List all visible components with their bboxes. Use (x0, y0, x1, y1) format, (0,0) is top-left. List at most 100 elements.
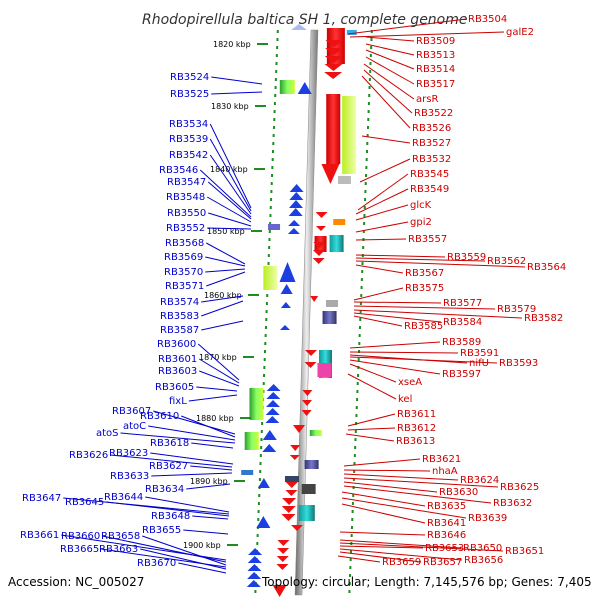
leader-line-right (355, 204, 409, 221)
gene-label-left: RB3605 (155, 382, 194, 393)
gene-label-left: RB3525 (170, 89, 209, 100)
gene-label-right: RB3579 (497, 304, 536, 315)
leader-line-right (349, 31, 505, 38)
guide-dot (364, 190, 367, 193)
gene-label-left: RB3539 (169, 134, 208, 145)
forward-gene-arrow (257, 478, 270, 488)
leader-line-right (355, 238, 407, 241)
guide-dot (257, 510, 260, 513)
gene-label-right: RB3656 (464, 555, 503, 566)
forward-gene-arrow (289, 192, 304, 200)
gene-label-right: RB3589 (442, 337, 481, 348)
leader-line-right (353, 309, 523, 319)
leader-line-right (347, 427, 396, 431)
kbp-tick-label: 1860 kbp (204, 291, 242, 300)
guide-dot (259, 462, 262, 465)
guide-dot (354, 438, 357, 441)
leader-line-right (339, 542, 504, 552)
guide-dot (272, 142, 275, 145)
reverse-gene-arrow (302, 400, 312, 406)
leader-line-right (365, 49, 415, 70)
gene-label-right: RB3613 (396, 436, 435, 447)
gene-label-left: RB3601 (158, 354, 197, 365)
guide-dot (360, 294, 363, 297)
leader-line-left (148, 425, 236, 441)
leader-line-right (339, 539, 462, 549)
leader-line-right (353, 287, 404, 301)
guide-dot (356, 382, 359, 385)
guide-dot (357, 358, 360, 361)
reverse-gene-arrow (282, 498, 297, 505)
gene-label-right: gpi2 (410, 217, 432, 228)
forward-gene-arrow (266, 392, 281, 399)
reverse-gene-arrow (281, 506, 296, 513)
gene-label-left: RB3661 (20, 530, 59, 541)
leader-line-left (150, 452, 234, 465)
leader-line-right (365, 36, 415, 42)
leader-line-right (355, 264, 404, 274)
leader-line-left (209, 138, 252, 212)
left-leader-lines (61, 76, 263, 574)
reverse-gene-arrow (277, 540, 290, 546)
reverse-gene-arrow (321, 164, 340, 184)
gene-label-right: RB3653 (425, 543, 464, 554)
guide-dot (257, 518, 260, 521)
guide-dot (263, 366, 266, 369)
leader-line-right (343, 469, 431, 472)
guide-dot (267, 254, 270, 257)
forward-gene-arrow (246, 580, 261, 587)
guide-dot (276, 30, 279, 33)
gene-label-right: galE2 (506, 27, 534, 38)
leader-line-left (205, 256, 246, 267)
gene-label-right: RB3517 (416, 79, 455, 90)
reverse-gene-arrow (285, 490, 298, 496)
guide-dot (276, 38, 279, 41)
guide-dot (349, 566, 352, 569)
guide-dot (260, 430, 263, 433)
reverse-gene-arrow (304, 362, 317, 368)
guide-dot (366, 142, 369, 145)
leader-line-left (196, 386, 238, 392)
gene-label-right: RB3522 (414, 108, 453, 119)
gene-label-right: RB3624 (460, 475, 499, 486)
leader-line-right (355, 221, 409, 233)
gene-label-left: atoS (96, 428, 119, 439)
genome-title: Rhodopirellula baltica SH 1, complete ge… (142, 12, 468, 28)
gene-label-right: RB3593 (499, 358, 538, 369)
gene-label-right: RB3657 (423, 557, 462, 568)
leader-line-left (206, 271, 246, 287)
leader-line-right (349, 356, 498, 364)
gene-label-left: RB3627 (149, 461, 188, 472)
gene-block (279, 80, 295, 94)
gene-label-right: RB3659 (382, 557, 421, 568)
guide-dot (350, 534, 353, 537)
forward-gene-arrow (280, 302, 291, 308)
gene-label-right: RB3513 (416, 50, 455, 61)
gene-label-left: RB3670 (137, 558, 176, 569)
kbp-ticks: 1820 kbp 1830 kbp 1840 kbp 1850 kbp 1860 kbp… (183, 40, 268, 550)
guide-dot (265, 302, 268, 305)
guide-dot (274, 94, 277, 97)
guide-dot (364, 182, 367, 185)
reverse-gene-arrow (289, 455, 300, 460)
guide-dot (268, 246, 271, 249)
leader-line-left (206, 242, 246, 265)
forward-gene-arrow (289, 200, 303, 208)
leader-line-left (153, 410, 236, 435)
guide-dot (365, 174, 368, 177)
leader-line-left (205, 268, 246, 273)
axis-top-marker (291, 24, 307, 30)
accession-text: Accession: NC_005027 (8, 575, 145, 589)
guide-dot (352, 478, 355, 481)
gene-label-right: RB3564 (527, 262, 566, 273)
guide-dot (256, 542, 259, 545)
gene-label-right: RB3650 (463, 543, 502, 554)
guide-dot (269, 206, 272, 209)
guide-dot (270, 190, 273, 193)
guide-dot (264, 334, 267, 337)
leader-line-left (190, 465, 233, 471)
gene-label-left: RB3634 (145, 484, 184, 495)
guide-dot (353, 462, 356, 465)
gene-label-right: RB3611 (397, 409, 436, 420)
guide-dot (370, 38, 373, 41)
